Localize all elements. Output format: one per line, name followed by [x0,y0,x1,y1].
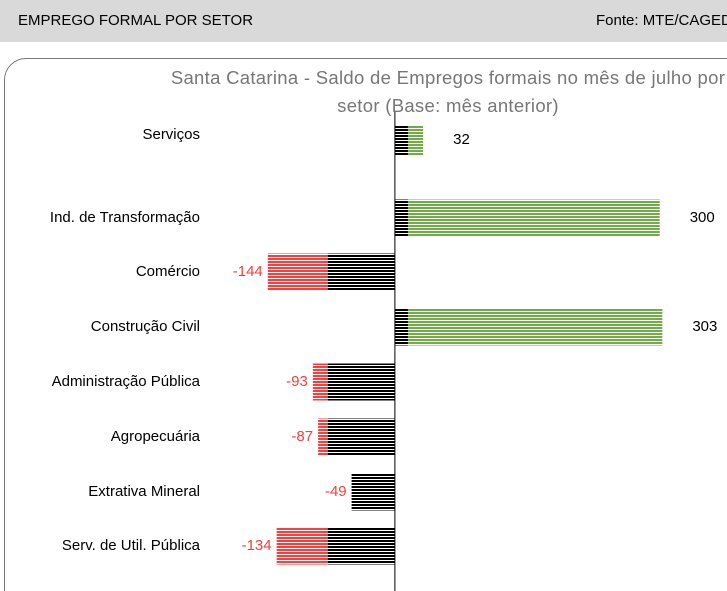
category-label: Ind. de Transformação [50,209,200,226]
value-label: -93 [286,373,308,390]
bar-base [327,527,395,565]
category-label: Serv. de Util. Pública [62,537,201,554]
value-label: -87 [291,428,313,445]
bar [394,308,663,346]
header-source: Fonte: MTE/CAGED [596,12,727,29]
value-label: -134 [242,537,272,554]
category-label: Construção Civil [91,318,200,335]
category-label: Administração Pública [52,373,201,390]
header-title: EMPREGO FORMAL POR SETOR [18,12,254,29]
header-bar: EMPREGO FORMAL POR SETOR Fonte: MTE/CAGE… [0,0,727,42]
value-label: 303 [692,318,717,335]
value-label: 32 [453,131,470,148]
value-label: -49 [325,483,347,500]
category-label: Serviços [142,126,200,143]
bar-base [394,308,408,346]
bar [394,199,660,237]
bar-base [327,418,395,456]
value-label: -144 [233,263,263,280]
bar-base [327,363,395,401]
bar-base [327,253,395,291]
category-label: Extrativa Mineral [88,483,200,500]
chart-frame [4,58,727,591]
bar-base [351,473,395,511]
bar-base [394,199,408,237]
bar-base [394,125,408,155]
category-label: Agropecuária [111,428,201,445]
chart-title: Santa Catarina - Saldo de Empregos forma… [170,67,726,116]
value-label: 300 [690,209,715,226]
category-label: Comércio [136,263,200,280]
